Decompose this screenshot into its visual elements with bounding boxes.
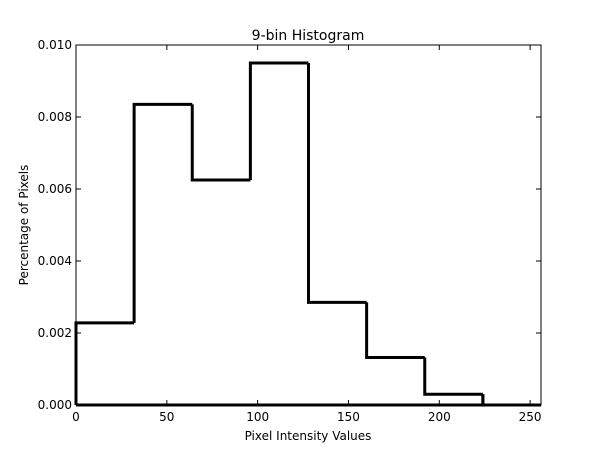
- chart-title: 9-bin Histogram: [252, 28, 365, 44]
- y-axis-title: Percentage of Pixels: [17, 165, 31, 286]
- histogram-bin-step: [74, 321, 135, 405]
- x-tick-label: 50: [159, 410, 174, 424]
- histogram-bin-step: [248, 61, 309, 180]
- x-axis-title: Pixel Intensity Values: [245, 429, 372, 443]
- histogram-bin-step: [423, 357, 483, 396]
- x-tick-label: 250: [519, 410, 542, 424]
- axis-tick-labels: 0 50 100 150 200 250 0.000 0.002 0.004 0.006 0.008…: [38, 38, 542, 424]
- y-tick-label: 0.002: [38, 326, 72, 340]
- histogram-bin-step: [190, 104, 251, 182]
- x-tick-label: 0: [72, 410, 80, 424]
- y-tick-label: 0.000: [38, 398, 72, 412]
- y-tick-label: 0.008: [38, 110, 72, 124]
- x-tick-label: 150: [337, 410, 360, 424]
- x-tick-label: 100: [246, 410, 269, 424]
- histogram-bin-step: [365, 302, 425, 359]
- y-tick-label: 0.006: [38, 182, 72, 196]
- plot-frame: [75, 44, 542, 406]
- x-tick-label: 200: [428, 410, 451, 424]
- histogram-steps: [74, 61, 541, 407]
- histogram-bin-step: [481, 394, 541, 407]
- histogram-baseline: [76, 394, 485, 407]
- y-tick-label: 0.010: [38, 38, 72, 52]
- y-tick-label: 0.004: [38, 254, 72, 268]
- histogram-bin-step: [132, 102, 193, 323]
- histogram-bin-step: [307, 63, 367, 304]
